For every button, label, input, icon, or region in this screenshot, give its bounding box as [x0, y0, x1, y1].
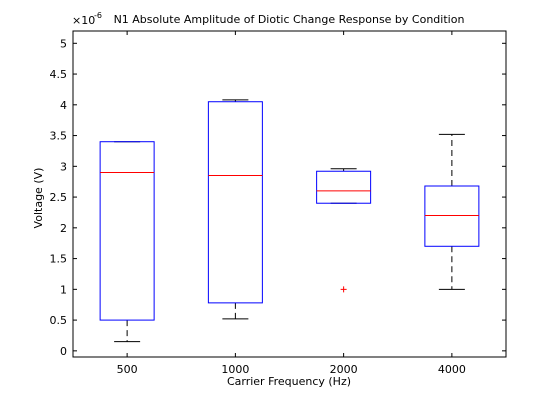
box-group-2000	[316, 168, 372, 293]
y-tick-label: 3	[60, 160, 67, 173]
box-iqr	[99, 141, 155, 321]
plot-area	[72, 30, 507, 358]
x-tick-label: 2000	[330, 363, 358, 376]
y-tick-label: 4.5	[50, 68, 68, 81]
x-tick-label: 1000	[221, 363, 249, 376]
x-tick-label: 500	[117, 363, 138, 376]
box-iqr	[424, 185, 480, 247]
chart-title: N1 Absolute Amplitude of Diotic Change R…	[114, 13, 465, 26]
y-tick-label: 0.5	[50, 314, 68, 327]
y-tick-label: 3.5	[50, 130, 68, 143]
box-iqr	[207, 101, 263, 304]
y-tick-label: 5	[60, 37, 67, 50]
y-tick-label: 0	[60, 345, 67, 358]
outlier-marker	[340, 286, 347, 293]
y-exponent-label: ×10 -6	[72, 11, 102, 27]
y-multiplier: ×10	[72, 14, 95, 27]
box-group-1000	[207, 99, 263, 320]
y-tick-label: 1.5	[50, 253, 68, 266]
y-tick-label: 2	[60, 222, 67, 235]
y-axis: 0 0.5 1 1.5 2 2.5 3 3.5 4 4.5 5	[50, 37, 506, 358]
y-tick-label: 4	[60, 99, 67, 112]
y-tick-label: 1	[60, 283, 67, 296]
box-group-500	[99, 141, 155, 343]
y-exponent: -6	[94, 11, 102, 20]
y-tick-label: 2.5	[50, 191, 68, 204]
boxes-layer	[99, 99, 480, 343]
box-group-4000	[424, 133, 480, 290]
y-axis-label: Voltage (V)	[32, 168, 45, 229]
x-axis-label: Carrier Frequency (Hz)	[227, 375, 351, 388]
x-tick-label: 4000	[438, 363, 466, 376]
x-axis: 500 1000 2000 4000	[117, 31, 466, 376]
box-iqr	[316, 170, 372, 204]
